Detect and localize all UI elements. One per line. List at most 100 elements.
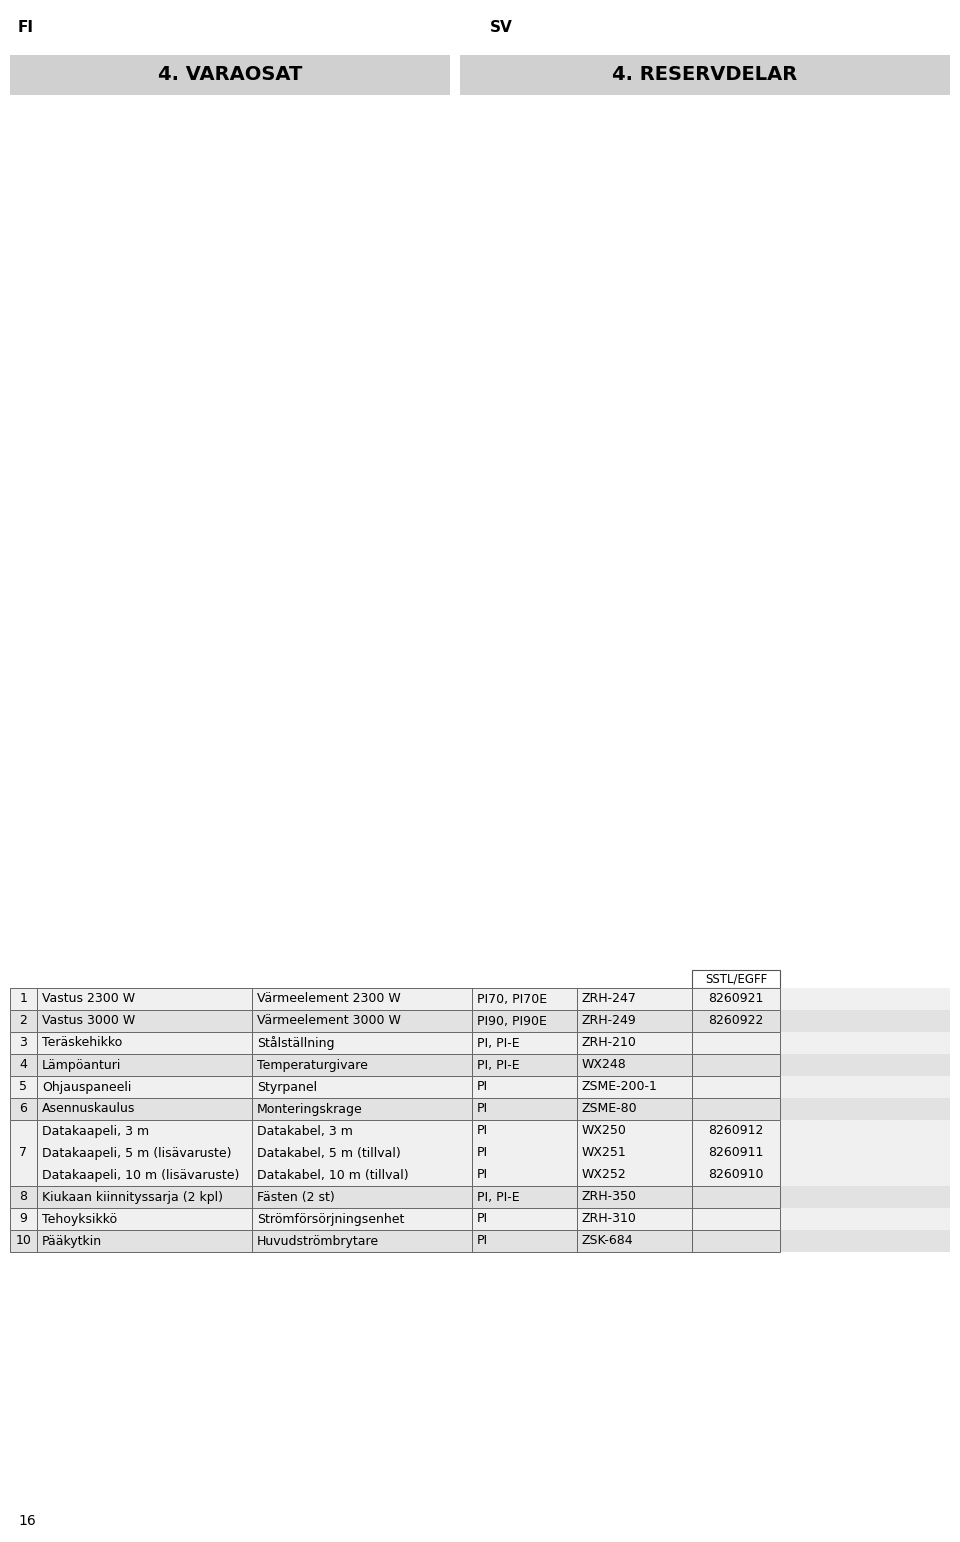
Bar: [10, 56, 450, 96]
Text: 5: 5: [19, 1081, 28, 1093]
Bar: [472, 1207, 577, 1231]
Text: PI90, PI90E: PI90, PI90E: [477, 1015, 547, 1027]
Bar: [472, 1231, 577, 1252]
Text: ZSME-80: ZSME-80: [582, 1103, 637, 1115]
Bar: [10, 1098, 37, 1119]
Text: 4. VARAOSAT: 4. VARAOSAT: [157, 65, 302, 85]
Bar: [472, 1032, 577, 1055]
Bar: [692, 1231, 780, 1252]
Text: WX251: WX251: [582, 1147, 627, 1160]
Text: Temperaturgivare: Temperaturgivare: [257, 1058, 368, 1072]
Text: Datakabel, 3 m: Datakabel, 3 m: [257, 1124, 353, 1138]
Bar: [692, 1076, 780, 1098]
Text: Vastus 2300 W: Vastus 2300 W: [42, 993, 135, 1005]
Bar: [252, 1186, 472, 1207]
Bar: [10, 1010, 950, 1032]
Bar: [10, 1186, 37, 1207]
Text: 8260910: 8260910: [708, 1169, 764, 1181]
Bar: [252, 1032, 472, 1055]
Bar: [37, 1186, 252, 1207]
Bar: [460, 56, 950, 96]
Text: 8260921: 8260921: [708, 993, 764, 1005]
Bar: [577, 1055, 692, 1076]
Text: Styrpanel: Styrpanel: [257, 1081, 317, 1093]
Text: PI: PI: [477, 1124, 488, 1138]
Bar: [10, 1032, 950, 1055]
Bar: [37, 1076, 252, 1098]
Text: Värmeelement 2300 W: Värmeelement 2300 W: [257, 993, 400, 1005]
Text: Datakaapeli, 10 m (lisävaruste): Datakaapeli, 10 m (lisävaruste): [42, 1169, 239, 1181]
Bar: [577, 1010, 692, 1032]
Bar: [577, 1186, 692, 1207]
Bar: [37, 1207, 252, 1231]
Text: PI: PI: [477, 1169, 488, 1181]
Bar: [37, 1032, 252, 1055]
Text: 8: 8: [19, 1190, 28, 1203]
Text: 9: 9: [19, 1212, 28, 1226]
Bar: [472, 1010, 577, 1032]
Text: PI: PI: [477, 1212, 488, 1226]
Text: Huvudströmbrytare: Huvudströmbrytare: [257, 1235, 379, 1247]
Bar: [692, 970, 780, 988]
Text: ZRH-247: ZRH-247: [582, 993, 636, 1005]
Text: Strömförsörjningsenhet: Strömförsörjningsenhet: [257, 1212, 404, 1226]
Bar: [37, 1055, 252, 1076]
Text: Lämpöanturi: Lämpöanturi: [42, 1058, 121, 1072]
Bar: [472, 1186, 577, 1207]
Bar: [577, 1231, 692, 1252]
Text: 2: 2: [19, 1015, 28, 1027]
Bar: [252, 1231, 472, 1252]
Bar: [252, 1119, 472, 1186]
Bar: [472, 1055, 577, 1076]
Bar: [37, 1119, 252, 1186]
Bar: [10, 1010, 37, 1032]
Bar: [10, 1055, 950, 1076]
Text: SV: SV: [490, 20, 513, 35]
Text: PI70, PI70E: PI70, PI70E: [477, 993, 547, 1005]
Text: PI, PI-E: PI, PI-E: [477, 1190, 519, 1203]
Bar: [37, 988, 252, 1010]
Bar: [577, 1119, 692, 1186]
Bar: [10, 988, 950, 1010]
Text: Asennuskaulus: Asennuskaulus: [42, 1103, 135, 1115]
Text: 8260912: 8260912: [708, 1124, 764, 1138]
Bar: [472, 1098, 577, 1119]
Bar: [252, 1076, 472, 1098]
Bar: [577, 1032, 692, 1055]
Bar: [10, 1231, 950, 1252]
Bar: [10, 1207, 950, 1231]
Bar: [10, 1032, 37, 1055]
Text: Fästen (2 st): Fästen (2 st): [257, 1190, 335, 1203]
Bar: [692, 1010, 780, 1032]
Bar: [252, 1055, 472, 1076]
Text: PI, PI-E: PI, PI-E: [477, 1058, 519, 1072]
Text: 16: 16: [18, 1514, 36, 1528]
Bar: [10, 1119, 37, 1186]
Bar: [10, 1098, 950, 1119]
Bar: [692, 1055, 780, 1076]
Text: Värmeelement 3000 W: Värmeelement 3000 W: [257, 1015, 401, 1027]
Text: PI: PI: [477, 1103, 488, 1115]
Text: Datakaapeli, 3 m: Datakaapeli, 3 m: [42, 1124, 149, 1138]
Text: ZRH-350: ZRH-350: [582, 1190, 637, 1203]
Text: WX248: WX248: [582, 1058, 627, 1072]
Text: Datakabel, 5 m (tillval): Datakabel, 5 m (tillval): [257, 1147, 400, 1160]
Bar: [692, 1207, 780, 1231]
Bar: [692, 1032, 780, 1055]
Text: WX252: WX252: [582, 1169, 627, 1181]
Bar: [577, 1076, 692, 1098]
Bar: [10, 1076, 37, 1098]
Text: ZRH-310: ZRH-310: [582, 1212, 636, 1226]
Bar: [10, 1231, 37, 1252]
Text: Tehoyksikkö: Tehoyksikkö: [42, 1212, 117, 1226]
Text: ZRH-249: ZRH-249: [582, 1015, 636, 1027]
Text: Monteringskrage: Monteringskrage: [257, 1103, 363, 1115]
Text: 3: 3: [19, 1036, 28, 1050]
Bar: [692, 1119, 780, 1186]
Bar: [37, 1010, 252, 1032]
Text: Teräskehikko: Teräskehikko: [42, 1036, 122, 1050]
Text: Kiukaan kiinnityssarja (2 kpl): Kiukaan kiinnityssarja (2 kpl): [42, 1190, 223, 1203]
Text: 4. RESERVDELAR: 4. RESERVDELAR: [612, 65, 798, 85]
Text: ZSME-200-1: ZSME-200-1: [582, 1081, 658, 1093]
Text: Stålställning: Stålställning: [257, 1036, 334, 1050]
